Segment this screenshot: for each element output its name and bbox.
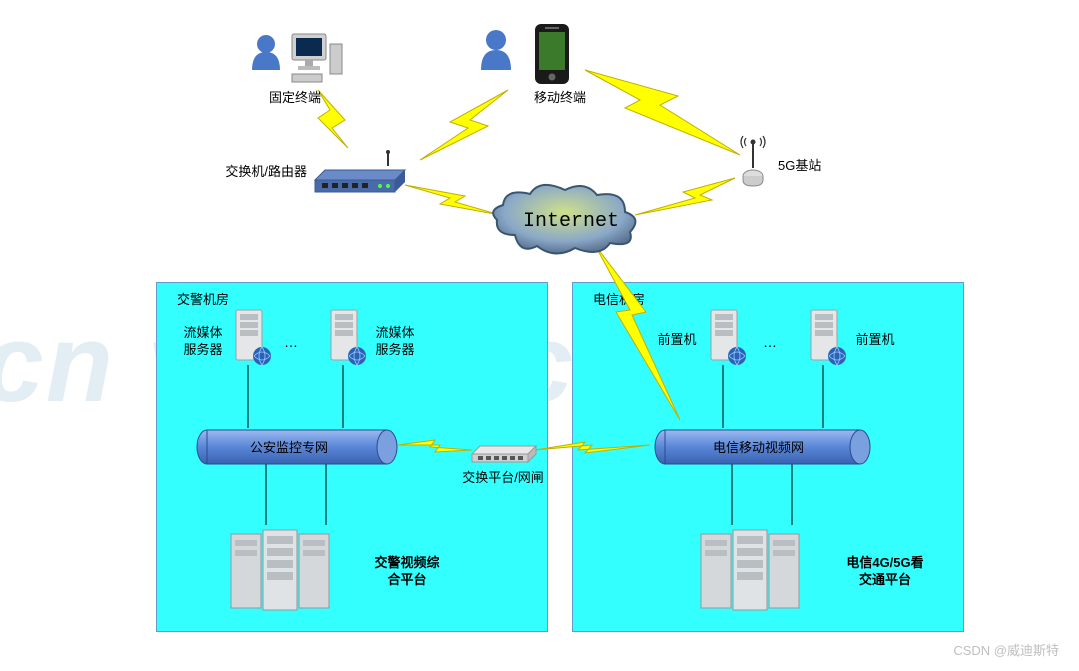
front-server-1-icon: [703, 306, 749, 373]
police-platform-label: 交警视频综 合平台: [362, 555, 452, 589]
front-server-2-label: 前置机: [850, 332, 900, 349]
base-station-icon: [735, 128, 775, 193]
fixed-terminal-label: 固定终端: [260, 90, 330, 107]
router-label: 交换机/路由器: [202, 164, 307, 181]
router-icon: [310, 150, 410, 205]
media-server-2-label: 流媒体 服务器: [370, 325, 420, 359]
telecom-net-cylinder: 电信移动视频网: [653, 428, 873, 471]
base-station-label: 5G基站: [778, 158, 821, 175]
internet-label: Internet: [523, 210, 619, 233]
room-title-traffic-police: 交警机房: [177, 289, 229, 308]
front-server-2-icon: [803, 306, 849, 373]
internet-cloud-icon: Internet: [485, 180, 645, 265]
media-server-1-icon: [228, 306, 274, 373]
csdn-credit: CSDN @威迪斯特: [953, 640, 1059, 659]
gateway-switch-icon: [468, 436, 540, 471]
police-net-cylinder: 公安监控专网: [195, 428, 400, 471]
telecom-platform-label: 电信4G/5G看 交通平台: [835, 555, 935, 589]
media-server-1-label: 流媒体 服务器: [178, 325, 228, 359]
svg-text:公安监控专网: 公安监控专网: [250, 440, 328, 455]
police-platform-icon: [225, 522, 360, 622]
mobile-terminal-label: 移动终端: [525, 90, 595, 107]
fixed-terminal-icon: [250, 28, 345, 93]
room-title-telecom: 电信机房: [593, 289, 645, 308]
front-server-1-label: 前置机: [652, 332, 702, 349]
gateway-label: 交换平台/网闸: [448, 470, 558, 487]
svg-text:电信移动视频网: 电信移动视频网: [713, 440, 804, 455]
mobile-terminal-icon: [480, 20, 580, 95]
telecom-platform-icon: [695, 522, 830, 622]
media-server-2-icon: [323, 306, 369, 373]
